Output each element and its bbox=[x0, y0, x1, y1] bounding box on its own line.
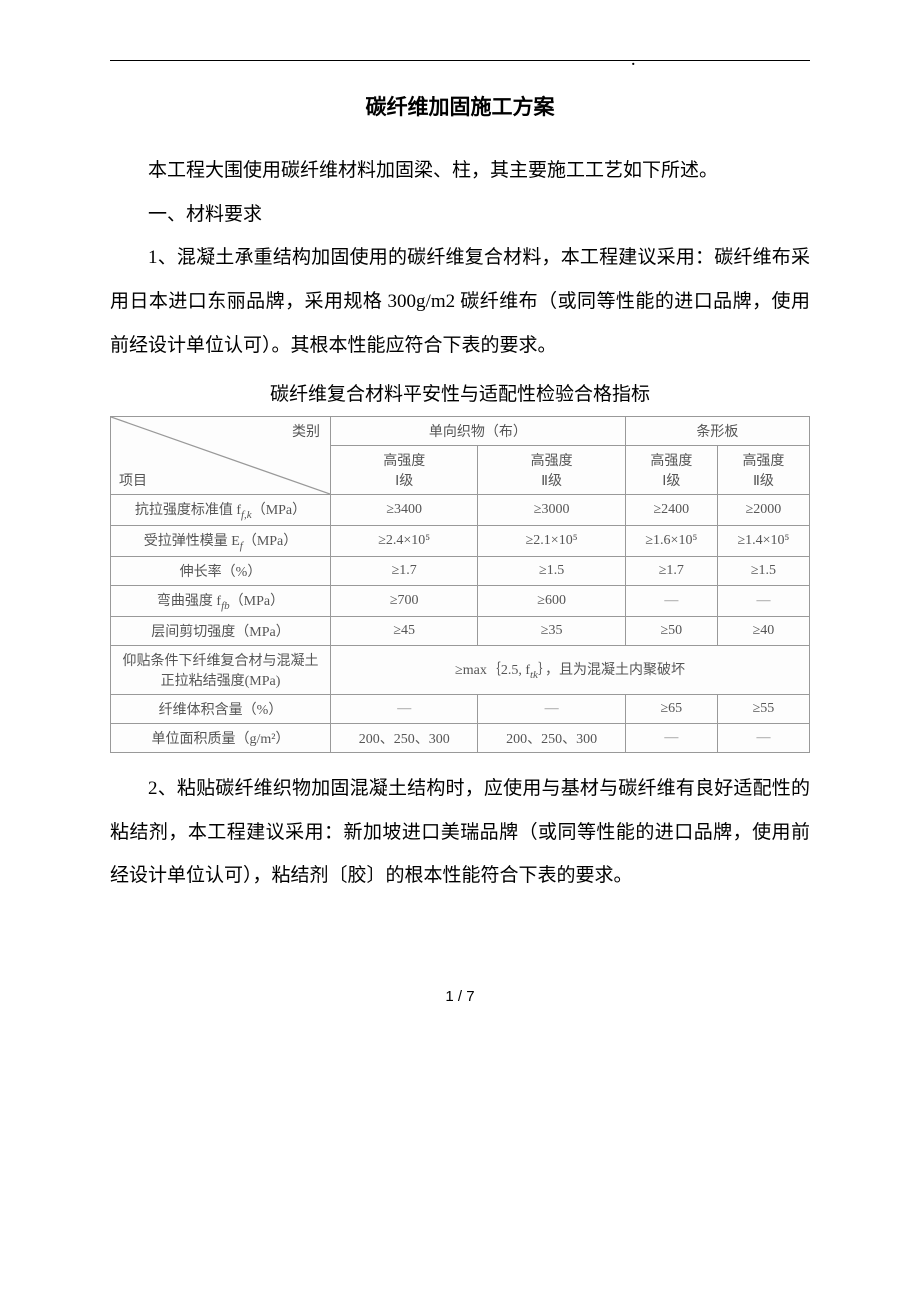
cell: 200、250、300 bbox=[478, 723, 625, 752]
table-row: 层间剪切强度（MPa） ≥45 ≥35 ≥50 ≥40 bbox=[111, 616, 810, 645]
cell: ≥1.4×10⁵ bbox=[717, 526, 809, 557]
merged-cell: ≥max｛2.5, ftk｝，且为混凝土内聚破坏 bbox=[331, 645, 810, 694]
row-label-5: 仰贴条件下纤维复合材与混凝土正拉粘结强度(MPa) bbox=[111, 645, 331, 694]
header-dot: . bbox=[632, 54, 636, 70]
cell: ≥50 bbox=[625, 616, 717, 645]
table-row: 抗拉强度标准值 ff,k（MPa） ≥3400 ≥3000 ≥2400 ≥200… bbox=[111, 495, 810, 526]
cell: ≥3400 bbox=[331, 495, 478, 526]
row-label-6: 纤维体积含量（%） bbox=[111, 694, 331, 723]
diag-bottom-label: 项目 bbox=[119, 470, 147, 490]
cell: ≥2.1×10⁵ bbox=[478, 526, 625, 557]
row-label-4: 层间剪切强度（MPa） bbox=[111, 616, 331, 645]
cell: ≥1.5 bbox=[717, 557, 809, 586]
cell: ≥55 bbox=[717, 694, 809, 723]
sub-col-3: 高强度Ⅱ级 bbox=[717, 446, 809, 495]
row-3-suffix: （MPa） bbox=[230, 594, 284, 609]
page-number: 1 / 7 bbox=[110, 988, 810, 1005]
table-row: 单位面积质量（g/m²） 200、250、300 200、250、300 — — bbox=[111, 723, 810, 752]
sub-col-1-text: 高强度Ⅱ级 bbox=[531, 454, 573, 489]
row-1-suffix: （MPa） bbox=[243, 534, 297, 549]
table-row: 伸长率（%） ≥1.7 ≥1.5 ≥1.7 ≥1.5 bbox=[111, 557, 810, 586]
cell: — bbox=[625, 723, 717, 752]
cell: ≥1.7 bbox=[331, 557, 478, 586]
table-row: 受拉弹性模量 Ef（MPa） ≥2.4×10⁵ ≥2.1×10⁵ ≥1.6×10… bbox=[111, 526, 810, 557]
row-label-0: 抗拉强度标准值 ff,k（MPa） bbox=[111, 495, 331, 526]
row-3-sub: fb bbox=[221, 600, 230, 612]
row-1-label-text: 受拉弹性模量 E bbox=[144, 534, 240, 549]
section-1-heading: 一、材料要求 bbox=[110, 193, 810, 237]
row-label-7: 单位面积质量（g/m²） bbox=[111, 723, 331, 752]
merged-sub: tk bbox=[530, 669, 538, 681]
cell: ≥1.7 bbox=[625, 557, 717, 586]
diag-top-label: 类别 bbox=[292, 421, 320, 441]
diag-header-cell: 类别 项目 bbox=[111, 417, 331, 495]
cell: ≥65 bbox=[625, 694, 717, 723]
header-rule: . bbox=[110, 60, 810, 61]
cell: ≥1.6×10⁵ bbox=[625, 526, 717, 557]
col-group-1: 单向织物（布） bbox=[331, 417, 626, 446]
row-0-sub: f,k bbox=[241, 509, 252, 521]
merged-text: ≥max｛2.5, f bbox=[455, 663, 530, 678]
sub-col-2: 高强度Ⅰ级 bbox=[625, 446, 717, 495]
row-0-label-text: 抗拉强度标准值 f bbox=[135, 503, 241, 518]
col-group-2: 条形板 bbox=[625, 417, 809, 446]
table-caption: 碳纤维复合材料平安性与适配性检验合格指标 bbox=[110, 379, 810, 406]
cell: ≥3000 bbox=[478, 495, 625, 526]
sub-col-3-text: 高强度Ⅱ级 bbox=[742, 454, 784, 489]
table-row: 弯曲强度 ffb（MPa） ≥700 ≥600 — — bbox=[111, 586, 810, 617]
cell: — bbox=[717, 586, 809, 617]
row-3-label-text: 弯曲强度 f bbox=[157, 594, 221, 609]
cell: ≥45 bbox=[331, 616, 478, 645]
row-label-3: 弯曲强度 ffb（MPa） bbox=[111, 586, 331, 617]
cell: ≥2000 bbox=[717, 495, 809, 526]
cell: — bbox=[625, 586, 717, 617]
sub-col-0: 高强度Ⅰ级 bbox=[331, 446, 478, 495]
sub-col-1: 高强度Ⅱ级 bbox=[478, 446, 625, 495]
material-spec-table: 类别 项目 单向织物（布） 条形板 高强度Ⅰ级 高强度Ⅱ级 高强度Ⅰ级 高强度Ⅱ… bbox=[110, 416, 810, 752]
sub-col-2-text: 高强度Ⅰ级 bbox=[650, 454, 692, 489]
row-label-2: 伸长率（%） bbox=[111, 557, 331, 586]
document-title: 碳纤维加固施工方案 bbox=[110, 91, 810, 121]
paragraph-material-1: 1、混凝土承重结构加固使用的碳纤维复合材料，本工程建议采用：碳纤维布采用日本进口… bbox=[110, 236, 810, 367]
table-row: 纤维体积含量（%） — — ≥65 ≥55 bbox=[111, 694, 810, 723]
table-header-row-1: 类别 项目 单向织物（布） 条形板 bbox=[111, 417, 810, 446]
cell: ≥2.4×10⁵ bbox=[331, 526, 478, 557]
merged-suffix: ｝，且为混凝土内聚破坏 bbox=[538, 663, 685, 678]
cell: 200、250、300 bbox=[331, 723, 478, 752]
paragraph-material-2: 2、粘贴碳纤维织物加固混凝土结构时，应使用与基材与碳纤维有良好适配性的粘结剂，本… bbox=[110, 767, 810, 898]
cell: — bbox=[717, 723, 809, 752]
cell: ≥2400 bbox=[625, 495, 717, 526]
cell: ≥35 bbox=[478, 616, 625, 645]
table-row: 仰贴条件下纤维复合材与混凝土正拉粘结强度(MPa) ≥max｛2.5, ftk｝… bbox=[111, 645, 810, 694]
row-0-suffix: （MPa） bbox=[252, 503, 306, 518]
cell: — bbox=[478, 694, 625, 723]
row-label-1: 受拉弹性模量 Ef（MPa） bbox=[111, 526, 331, 557]
cell: ≥40 bbox=[717, 616, 809, 645]
sub-col-0-text: 高强度Ⅰ级 bbox=[383, 454, 425, 489]
cell: ≥700 bbox=[331, 586, 478, 617]
cell: — bbox=[331, 694, 478, 723]
paragraph-intro: 本工程大围使用碳纤维材料加固梁、柱，其主要施工工艺如下所述。 bbox=[110, 149, 810, 193]
cell: ≥600 bbox=[478, 586, 625, 617]
cell: ≥1.5 bbox=[478, 557, 625, 586]
